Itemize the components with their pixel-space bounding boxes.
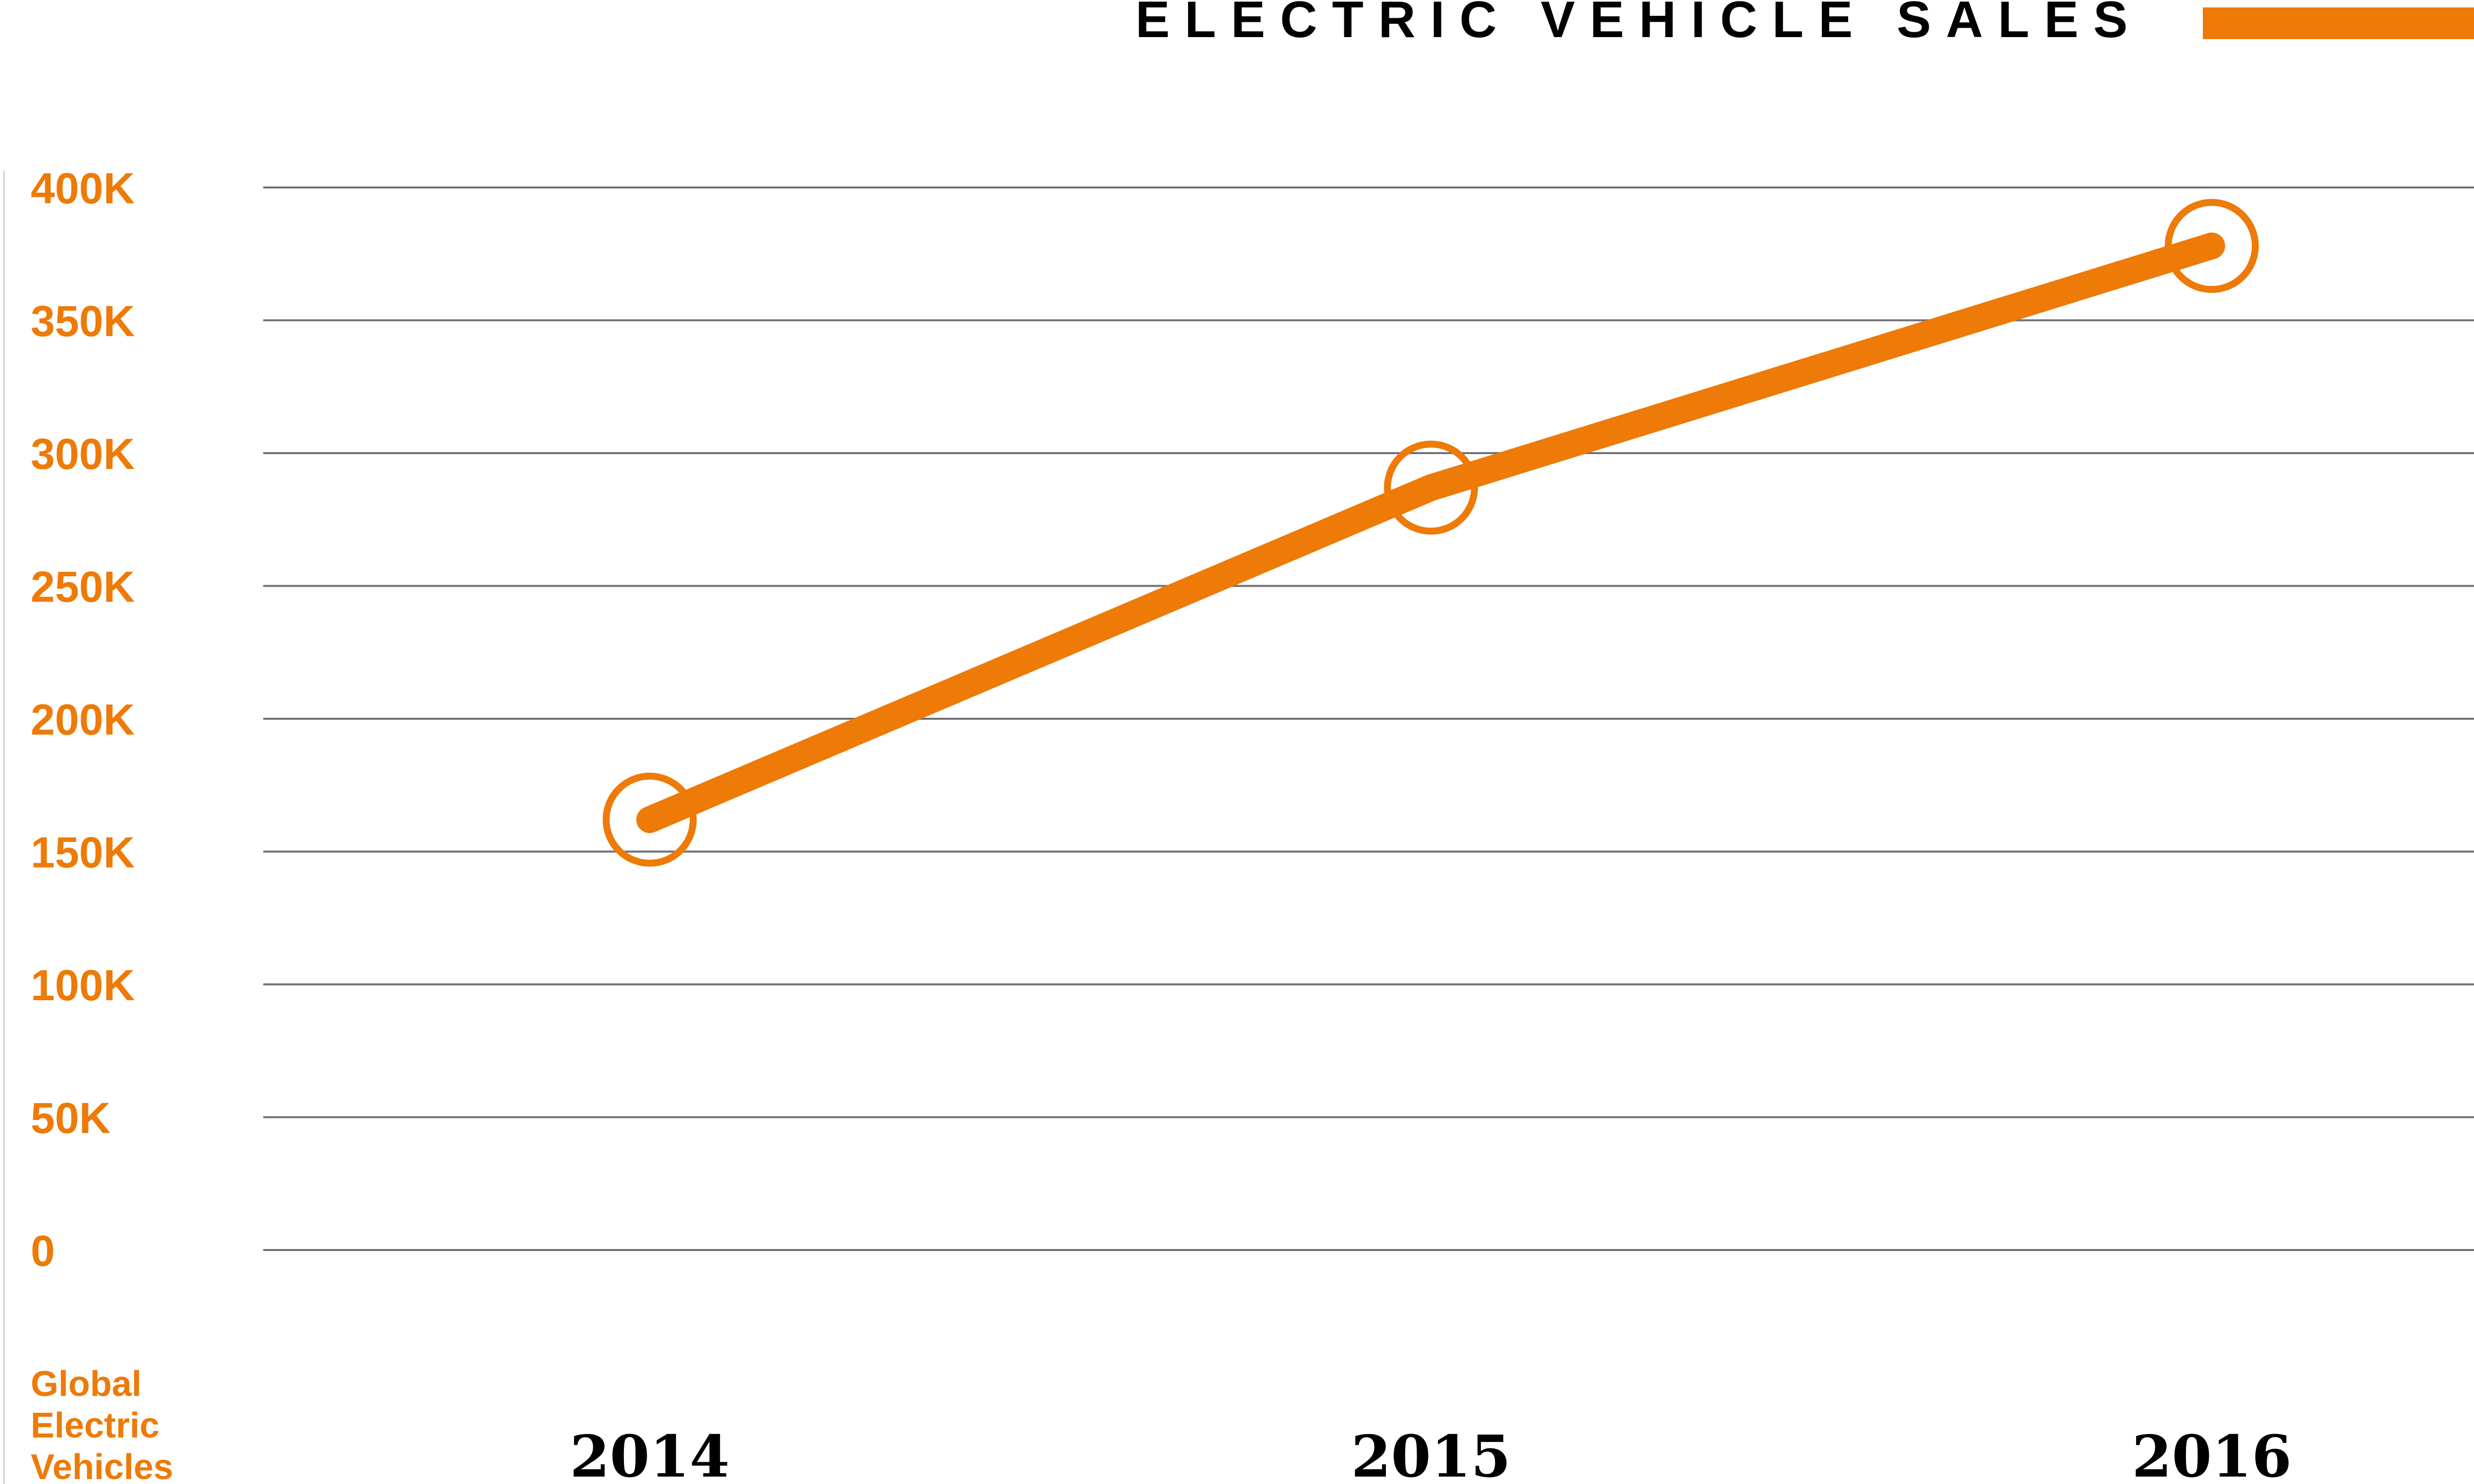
y-tick-label: 250K xyxy=(31,562,135,611)
y-tick-label: 300K xyxy=(31,429,135,478)
x-tick-label: 2014 xyxy=(570,1423,730,1484)
y-tick-label: 350K xyxy=(31,297,135,346)
series-line xyxy=(636,232,2225,834)
y-tick-label: 50K xyxy=(31,1094,110,1143)
y-axis-label: Vehicles xyxy=(31,1447,173,1484)
y-tick-label: 150K xyxy=(31,828,135,877)
y-axis-label: Electric xyxy=(31,1406,159,1445)
x-tick-label: 2015 xyxy=(1351,1423,1511,1484)
y-tick-label: 100K xyxy=(31,961,135,1010)
data-point xyxy=(603,773,697,867)
y-axis-label: Global xyxy=(31,1364,142,1404)
y-tick-label: 200K xyxy=(31,695,135,744)
x-tick-label: 2016 xyxy=(2132,1423,2292,1484)
y-tick-label: 400K xyxy=(31,164,135,213)
data-point xyxy=(1384,440,1478,535)
legend-label: ELECTRIC VEHICLE SALES xyxy=(1136,0,2142,48)
y-tick-label: 0 xyxy=(31,1226,55,1275)
data-point xyxy=(2165,199,2259,293)
